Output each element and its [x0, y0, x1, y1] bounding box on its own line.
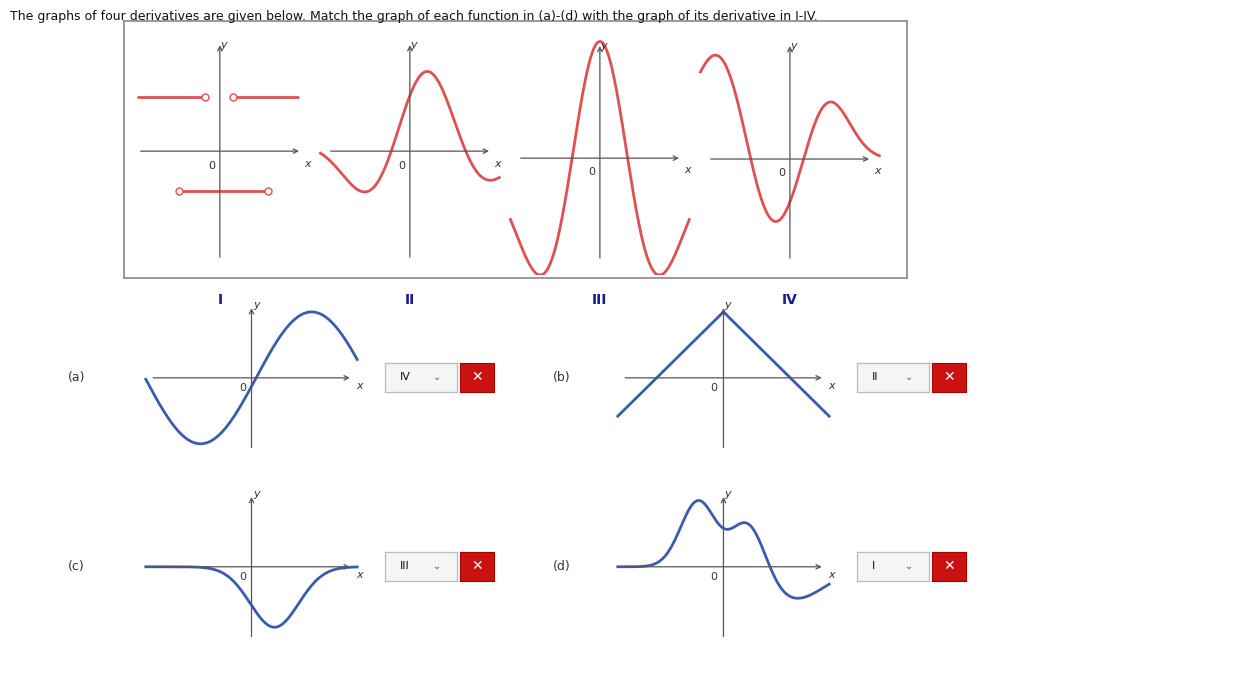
Text: x: x [356, 381, 363, 391]
Text: 0: 0 [589, 167, 595, 177]
Text: y: y [220, 40, 227, 49]
Text: y: y [725, 300, 732, 311]
Text: ⌄: ⌄ [904, 372, 913, 382]
Text: 0: 0 [399, 161, 405, 171]
Text: III: III [592, 293, 607, 306]
Text: x: x [684, 165, 692, 174]
Text: x: x [356, 570, 363, 580]
Text: IV: IV [400, 372, 410, 382]
Text: x: x [828, 570, 835, 580]
Text: I: I [872, 561, 874, 571]
Text: II: II [405, 293, 415, 306]
Text: y: y [790, 41, 797, 51]
Text: y: y [253, 489, 260, 499]
Text: y: y [410, 40, 417, 49]
Text: I: I [217, 293, 222, 306]
Text: ⌄: ⌄ [432, 561, 441, 571]
Text: The graphs of four derivatives are given below. Match the graph of each function: The graphs of four derivatives are given… [10, 10, 817, 23]
Text: IV: IV [782, 293, 797, 306]
Text: 0: 0 [779, 168, 785, 178]
Text: (c): (c) [68, 561, 84, 573]
Text: ✕: ✕ [943, 370, 955, 384]
Text: II: II [872, 372, 878, 382]
Text: y: y [600, 41, 607, 51]
Text: x: x [494, 159, 502, 168]
Text: x: x [828, 381, 835, 391]
Text: ⌄: ⌄ [904, 561, 913, 571]
Text: y: y [253, 300, 260, 311]
Text: x: x [304, 159, 312, 168]
Text: x: x [874, 166, 882, 176]
Text: ✕: ✕ [943, 559, 955, 573]
Text: ✕: ✕ [471, 559, 483, 573]
Text: y: y [725, 489, 732, 499]
Text: 0: 0 [710, 572, 718, 582]
Text: (d): (d) [553, 561, 570, 573]
Text: 0: 0 [238, 383, 246, 393]
Text: ⌄: ⌄ [432, 372, 441, 382]
Text: (a): (a) [68, 372, 86, 384]
Text: (b): (b) [553, 372, 570, 384]
Text: III: III [400, 561, 409, 571]
Text: ✕: ✕ [471, 370, 483, 384]
Text: 0: 0 [238, 572, 246, 582]
Text: 0: 0 [710, 383, 718, 393]
Text: 0: 0 [209, 161, 215, 171]
